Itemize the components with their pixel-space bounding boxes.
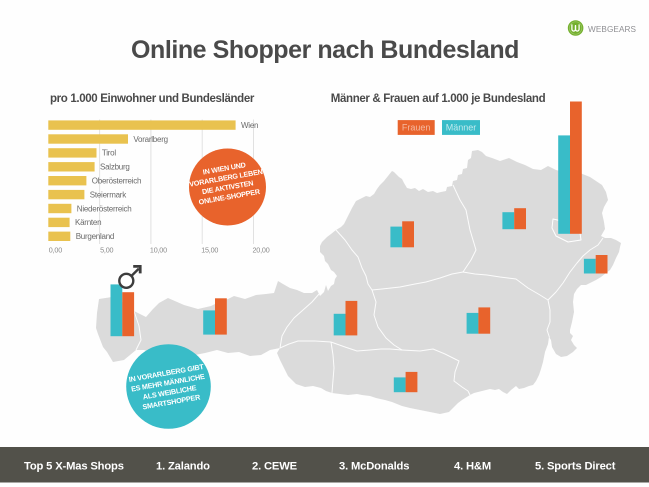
svg-text:Top 5 X-Mas Shops: Top 5 X-Mas Shops	[24, 461, 124, 473]
svg-text:Männer & Frauen auf 1.000 je B: Männer & Frauen auf 1.000 je Bundesland	[331, 93, 546, 105]
svg-text:Online Shopper nach Bundesland: Online Shopper nach Bundesland	[131, 36, 519, 64]
svg-text:4. H&M: 4. H&M	[454, 461, 491, 473]
svg-text:Kärnten: Kärnten	[75, 218, 101, 227]
svg-text:Vorarlberg: Vorarlberg	[133, 135, 167, 144]
svg-text:2. CEWE: 2. CEWE	[252, 461, 298, 473]
svg-text:Tirol: Tirol	[102, 149, 116, 158]
svg-text:20,00: 20,00	[253, 246, 270, 255]
svg-text:Niederösterreich: Niederösterreich	[77, 204, 132, 213]
svg-text:1. Zalando: 1. Zalando	[156, 461, 210, 473]
svg-text:Frauen: Frauen	[402, 122, 431, 132]
svg-text:Wien: Wien	[241, 121, 258, 130]
svg-text:WEBGEARS: WEBGEARS	[588, 25, 637, 34]
svg-text:15,00: 15,00	[201, 246, 218, 255]
svg-text:10,00: 10,00	[150, 246, 167, 255]
svg-text:Oberösterreich: Oberösterreich	[92, 177, 141, 186]
svg-text:Männer: Männer	[446, 122, 477, 132]
svg-text:5. Sports Direct: 5. Sports Direct	[535, 461, 616, 473]
svg-text:5,00: 5,00	[100, 246, 113, 255]
svg-text:Steiermark: Steiermark	[90, 190, 127, 199]
svg-text:0,00: 0,00	[49, 246, 62, 255]
svg-text:pro 1.000 Einwohner und Bundes: pro 1.000 Einwohner und Bundesländer	[50, 93, 255, 105]
svg-text:Salzburg: Salzburg	[100, 163, 130, 172]
svg-text:Burgenland: Burgenland	[76, 232, 114, 241]
svg-text:3. McDonalds: 3. McDonalds	[339, 461, 409, 473]
